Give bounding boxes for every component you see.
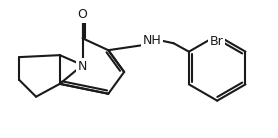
Text: NH: NH: [143, 34, 161, 47]
Text: O: O: [78, 8, 88, 21]
Text: N: N: [78, 59, 87, 73]
Text: Br: Br: [209, 35, 223, 48]
